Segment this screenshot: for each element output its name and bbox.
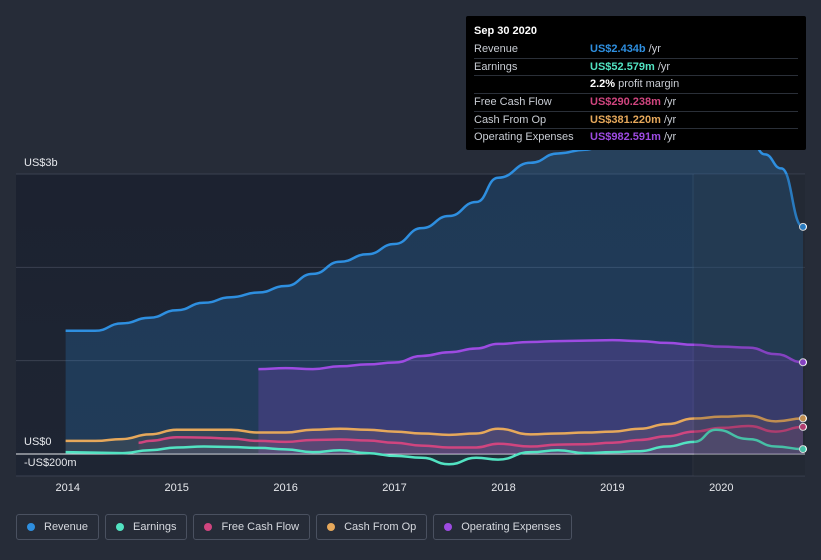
series-end-markers <box>694 174 807 476</box>
gridlines <box>16 173 805 477</box>
legend-dot-icon <box>327 523 336 531</box>
tooltip-row-unit: /yr <box>663 131 677 144</box>
tooltip-row-label: Free Cash Flow <box>474 96 552 109</box>
tooltip-row-unit: profit margin <box>618 78 680 91</box>
earnings-line <box>65 428 804 466</box>
tooltip-row-unit: /yr <box>657 60 671 73</box>
legend-label: Revenue <box>44 521 89 533</box>
forecast-region <box>694 174 805 476</box>
revenue-area <box>65 125 803 454</box>
free-cash-flow-end-marker <box>799 422 807 431</box>
free-cash-flow-area <box>138 426 803 454</box>
x-tick-label: 2019 <box>600 482 624 494</box>
x-tick-label: 2014 <box>56 482 80 494</box>
tooltip-row-unit: /yr <box>663 113 677 126</box>
legend-item-revenue[interactable]: Revenue <box>16 514 100 540</box>
x-tick-label: 2018 <box>491 482 515 494</box>
tooltip-row-value: US$52.579m <box>590 60 655 73</box>
legend-item-earnings[interactable]: Earnings <box>105 514 188 540</box>
x-tick-label: 2015 <box>164 482 188 494</box>
chart-legend: Revenue Earnings Free Cash Flow Cash From O… <box>16 514 572 540</box>
x-tick-label: 2020 <box>709 482 733 494</box>
tooltip-row-label: Revenue <box>474 43 519 55</box>
legend-label: Cash From Op <box>344 521 417 533</box>
tooltip-row-value: US$381.220m <box>590 113 661 126</box>
tooltip-row-value: US$2.434b <box>590 43 646 55</box>
data-tooltip: Sep 30 2020 Revenue US$2.434b/yr Earnings U… <box>466 16 806 150</box>
tooltip-row: Revenue US$2.434b/yr <box>474 41 798 58</box>
cash-from-op-line <box>65 414 804 443</box>
legend-label: Operating Expenses <box>461 521 561 533</box>
y-axis-zero-label: US$0 <box>24 436 52 448</box>
tooltip-date: Sep 30 2020 <box>474 25 537 37</box>
tooltip-row-value: US$982.591m <box>590 131 661 144</box>
x-tick-label: 2016 <box>273 482 297 494</box>
tooltip-row-unit: /yr <box>648 43 661 55</box>
legend-dot-icon <box>116 523 125 531</box>
y-axis-top-label: US$3b <box>24 157 58 169</box>
legend-dot-icon <box>27 523 35 531</box>
legend-label: Earnings <box>133 521 177 533</box>
tooltip-row: Operating Expenses US$982.591m/yr <box>474 128 798 146</box>
tooltip-row: Cash From Op US$381.220m/yr <box>474 110 798 129</box>
legend-item-free-cash-flow[interactable]: Free Cash Flow <box>193 514 311 540</box>
legend-dot-icon <box>444 523 453 531</box>
legend-dot-icon <box>204 523 213 531</box>
tooltip-row-label <box>474 76 590 93</box>
tooltip-row: Free Cash Flow US$290.238m/yr <box>474 93 798 111</box>
operating-expenses-line <box>258 338 804 371</box>
legend-label: Free Cash Flow <box>221 521 300 533</box>
operating-expenses-area <box>258 340 803 454</box>
tooltip-row: Earnings US$52.579m/yr <box>474 57 798 76</box>
earnings-end-marker <box>799 445 807 454</box>
legend-item-cash-from-op[interactable]: Cash From Op <box>316 514 428 540</box>
free-cash-flow-line <box>138 424 804 449</box>
x-tick-label: 2017 <box>382 482 406 494</box>
tooltip-row-value: US$290.238m <box>590 96 661 109</box>
tooltip-row: 2.2% profit margin <box>474 75 798 93</box>
tooltip-row-label: Earnings <box>474 60 518 73</box>
operating-expenses-end-marker <box>799 358 807 367</box>
past-region <box>16 174 692 476</box>
tooltip-row-value: 2.2% <box>590 78 616 91</box>
tooltip-row-unit: /yr <box>663 96 677 109</box>
revenue-end-marker <box>799 222 807 231</box>
tooltip-row-label: Cash From Op <box>474 113 547 126</box>
cash-from-op-end-marker <box>799 414 807 423</box>
tooltip-row-label: Operating Expenses <box>474 131 574 144</box>
y-axis-bottom-label: -US$200m <box>24 457 77 469</box>
legend-item-operating-expenses[interactable]: Operating Expenses <box>433 514 572 540</box>
x-axis-ticks: 2014 2015 2016 2017 2018 2019 2020 <box>56 482 734 494</box>
